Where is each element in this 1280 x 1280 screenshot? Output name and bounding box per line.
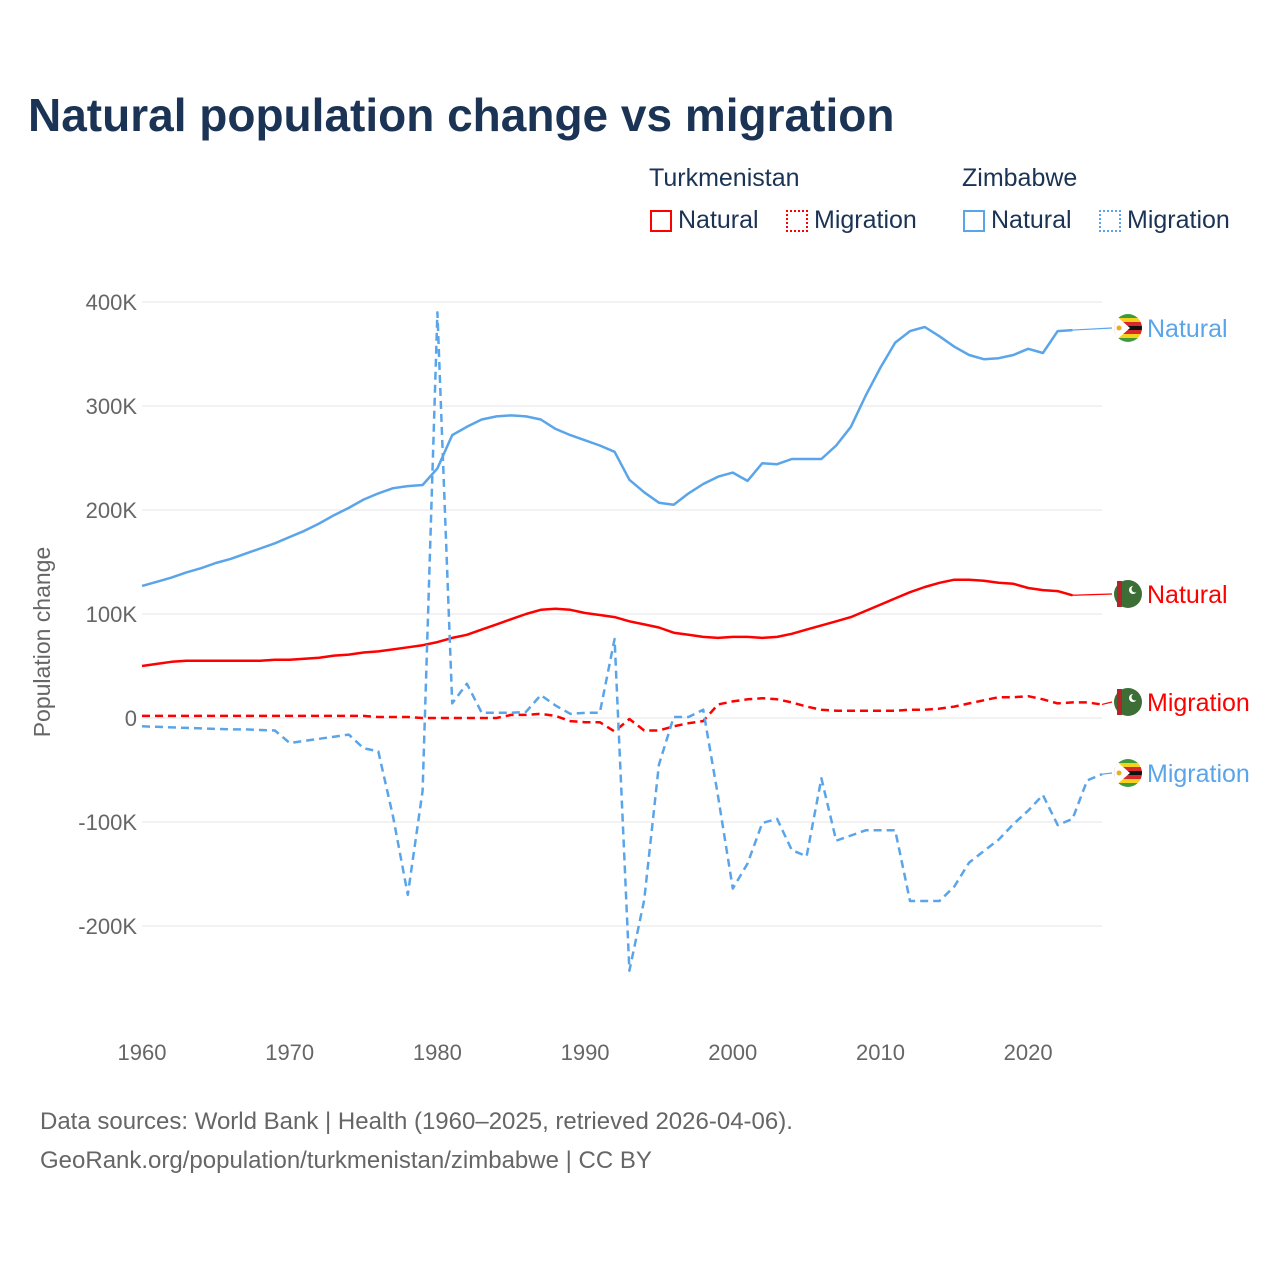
flag-stripe [1114, 779, 1142, 784]
legend-item-turkmenistan-migration[interactable]: Migration [786, 206, 917, 235]
series-end-label: Migration [1147, 689, 1250, 717]
label-connector [1101, 701, 1113, 706]
series-line-zimbabwe-natural [141, 325, 1073, 588]
x-tick-label: 1960 [118, 1040, 167, 1065]
flag-stripe [1114, 767, 1142, 772]
flag-stripe [1114, 330, 1142, 335]
y-tick-label: 300K [86, 394, 138, 419]
legend-label: Natural [678, 206, 759, 234]
flag-stripe [1114, 314, 1142, 319]
turkmenistan-flag-icon [1114, 688, 1142, 716]
flag-band [1117, 581, 1122, 607]
y-tick-label: 200K [86, 498, 138, 523]
y-tick-label: 400K [86, 290, 138, 315]
flag-triangle [1114, 759, 1130, 787]
chart-title: Natural population change vs migration [28, 89, 895, 141]
x-tick-label: 2020 [1004, 1040, 1053, 1065]
series-end-label: Natural [1147, 581, 1228, 609]
flag-stripe [1114, 322, 1142, 327]
footer-attribution[interactable]: GeoRank.org/population/turkmenistan/zimb… [40, 1147, 652, 1174]
y-axis-label: Population change [29, 547, 55, 738]
flag-star [1116, 770, 1122, 776]
flag-stripe [1114, 763, 1142, 768]
flag-stripe [1114, 775, 1142, 780]
legend-group-turkmenistan: Turkmenistan [649, 164, 800, 192]
series-end-label: Natural [1147, 315, 1228, 343]
flag-stripe [1114, 318, 1142, 323]
legend-label: Migration [1127, 206, 1230, 234]
flag-triangle [1114, 314, 1130, 342]
zimbabwe-flag-icon [1114, 314, 1142, 342]
flag-band [1117, 689, 1122, 715]
x-tick-label: 1990 [561, 1040, 610, 1065]
flag-stripe [1114, 783, 1142, 787]
footer-sources: Data sources: World Bank | Health (1960–… [40, 1108, 793, 1135]
series-line-zimbabwe-migration [141, 311, 1103, 972]
label-connector [1101, 772, 1113, 775]
flag-crescent-cut [1131, 693, 1139, 701]
x-tick-label: 1980 [413, 1040, 462, 1065]
x-tick-label: 2000 [708, 1040, 757, 1065]
zimbabwe-flag-icon [1114, 759, 1142, 787]
x-tick-label: 2010 [856, 1040, 905, 1065]
turkmenistan-flag-icon [1114, 580, 1142, 608]
legend-item-turkmenistan-natural[interactable]: Natural [650, 206, 759, 235]
label-connector [1072, 593, 1113, 596]
flag-stripe [1114, 338, 1142, 342]
flag-stripe [1114, 334, 1142, 339]
legend-item-zimbabwe-natural[interactable]: Natural [963, 206, 1072, 235]
series-end-label: Migration [1147, 760, 1250, 788]
label-connector [1072, 327, 1113, 331]
y-tick-label: 0 [125, 706, 137, 731]
series-line-turkmenistan-natural [141, 578, 1073, 668]
series-line-turkmenistan-migration [142, 694, 1103, 733]
solid-swatch-icon [963, 209, 985, 232]
legend-label: Migration [814, 206, 917, 234]
x-tick-label: 1970 [265, 1040, 314, 1065]
dotted-swatch-icon [786, 209, 808, 232]
y-tick-label: 100K [86, 602, 138, 627]
flag-stripe [1114, 759, 1142, 764]
y-tick-label: -100K [78, 810, 137, 835]
legend-label: Natural [991, 206, 1072, 234]
legend-group-zimbabwe: Zimbabwe [962, 164, 1078, 192]
flag-star [1116, 325, 1122, 331]
legend-item-zimbabwe-migration[interactable]: Migration [1099, 206, 1230, 235]
dotted-swatch-icon [1099, 209, 1121, 232]
solid-swatch-icon [650, 209, 672, 232]
y-tick-label: -200K [78, 914, 137, 939]
flag-crescent-cut [1131, 585, 1139, 593]
